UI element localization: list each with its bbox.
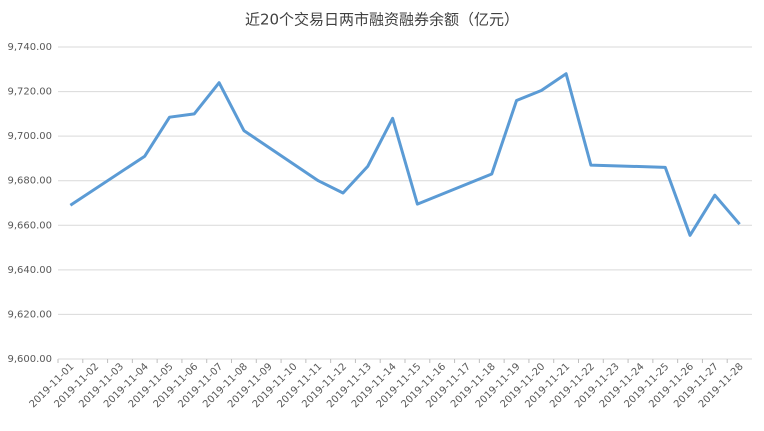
y-tick-label: 9,600.00 [7, 354, 52, 365]
y-tick-label: 9,620.00 [7, 309, 52, 320]
y-tick-label: 9,740.00 [7, 42, 52, 53]
chart-title: 近20个交易日两市融资融券余额（亿元） [245, 11, 519, 29]
y-tick-label: 9,680.00 [7, 176, 52, 187]
y-tick-label: 9,700.00 [7, 131, 52, 142]
y-tick-label: 9,640.00 [7, 265, 52, 276]
y-tick-label: 9,720.00 [7, 87, 52, 98]
line-series [69, 72, 741, 237]
y-tick-label: 9,660.00 [7, 220, 52, 231]
